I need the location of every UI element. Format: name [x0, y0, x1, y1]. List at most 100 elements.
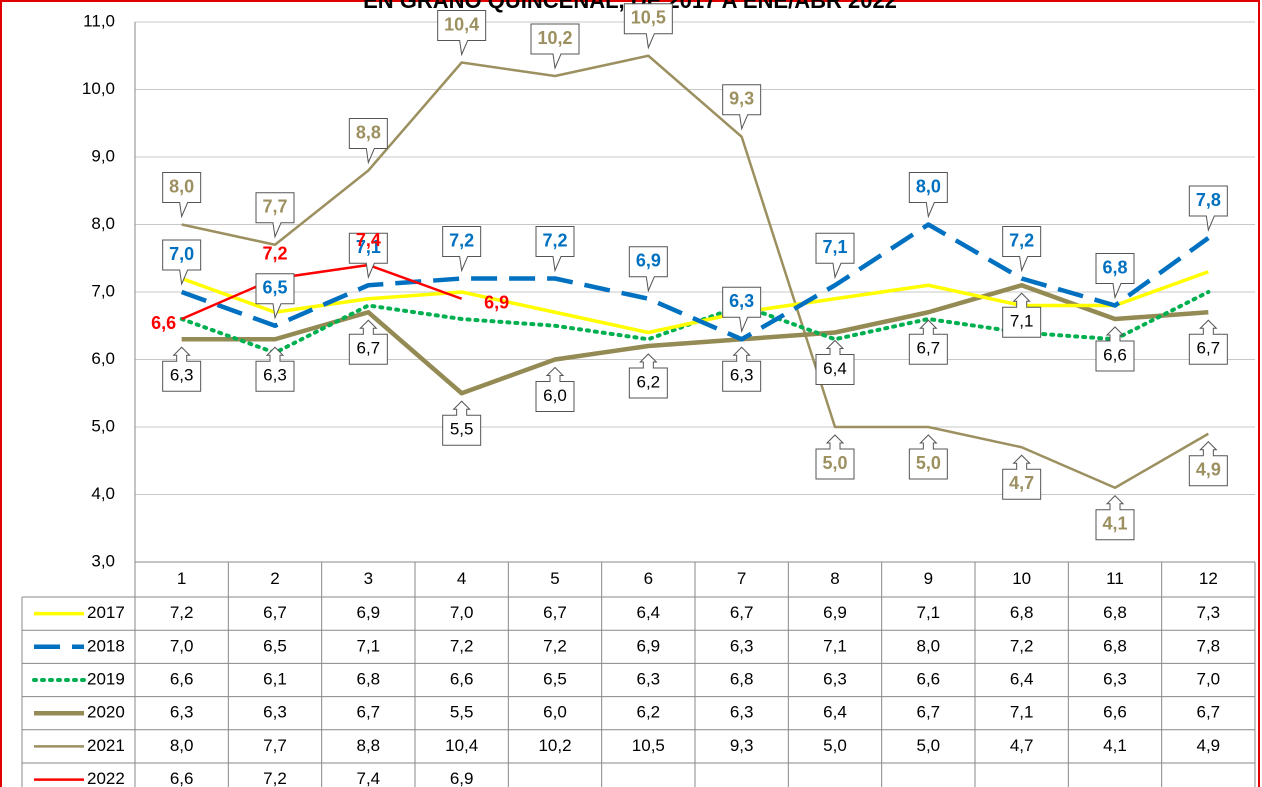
label-box	[1095, 326, 1135, 372]
label-box	[1095, 253, 1135, 300]
table-cell: 10,4	[445, 736, 478, 755]
x-tick-label: 2	[270, 569, 279, 588]
table-cell: 6,4	[823, 703, 847, 722]
table-cell: 6,4	[1010, 669, 1034, 688]
data-label: 10,5	[631, 8, 666, 28]
x-tick-label: 7	[737, 569, 746, 588]
data-label: 4,1	[1102, 514, 1127, 534]
table-cell: 10,5	[632, 736, 665, 755]
data-label: 4,7	[1009, 473, 1034, 493]
data-label: 6,3	[730, 366, 754, 385]
data-label: 7,1	[822, 237, 847, 257]
table-cell: 6,7	[543, 603, 567, 622]
table-cell: 6,7	[263, 603, 287, 622]
data-label: 4,9	[1196, 460, 1221, 480]
table-cell: 6,0	[543, 703, 567, 722]
table-cell: 6,1	[263, 669, 287, 688]
table-cell: 8,0	[917, 636, 941, 655]
table-cell: 6,3	[170, 703, 194, 722]
label-box	[255, 346, 295, 392]
data-label: 8,0	[916, 176, 941, 196]
table-cell: 6,6	[917, 669, 941, 688]
data-label: 6,3	[170, 366, 194, 385]
table-cell: 6,2	[637, 703, 661, 722]
legend-label: 2018	[87, 636, 125, 655]
label-box	[815, 232, 855, 280]
label-box	[255, 192, 295, 239]
table-cell: 6,9	[450, 769, 474, 787]
table-cell: 7,2	[263, 769, 287, 787]
data-label: 6,3	[263, 366, 287, 385]
table-cell: 6,6	[450, 669, 474, 688]
label-box	[437, 10, 487, 57]
table-cell: 6,3	[637, 669, 661, 688]
label-box	[815, 434, 855, 480]
x-tick-label: 9	[924, 569, 933, 588]
data-label: 6,4	[823, 359, 847, 378]
data-label: 7,8	[1196, 190, 1221, 210]
table-cell: 6,7	[357, 703, 381, 722]
label-box	[1002, 292, 1042, 338]
series-line	[181, 54, 1209, 489]
label-box	[1002, 226, 1042, 273]
label-box	[1188, 441, 1228, 487]
x-tick-label: 5	[550, 569, 559, 588]
table-cell: 6,5	[263, 636, 287, 655]
data-label: 6,2	[637, 372, 661, 391]
x-tick-label: 6	[644, 569, 653, 588]
table-cell: 6,3	[730, 636, 754, 655]
x-tick-label: 3	[364, 569, 373, 588]
table-cell: 7,0	[450, 603, 474, 622]
data-label: 6,0	[543, 386, 567, 405]
label-box	[722, 84, 762, 131]
label-box	[722, 286, 762, 334]
data-label: 6,7	[1197, 339, 1221, 358]
table-cell: 6,7	[730, 603, 754, 622]
data-label: 7,2	[449, 230, 474, 250]
table-cell: 6,3	[730, 703, 754, 722]
table-cell: 6,8	[357, 669, 381, 688]
y-tick-label: 9,0	[91, 146, 115, 165]
y-tick-label: 4,0	[91, 484, 115, 503]
data-label: 6,8	[1102, 257, 1127, 277]
label-box	[908, 434, 948, 480]
data-label: 9,3	[729, 89, 754, 109]
table-cell: 7,7	[263, 736, 287, 755]
data-label: 6,7	[917, 339, 941, 358]
table-cell: 7,1	[1010, 703, 1034, 722]
data-label: 6,6	[151, 313, 176, 333]
label-box	[722, 346, 762, 392]
data-label: 6,3	[729, 291, 754, 311]
y-tick-label: 6,0	[91, 349, 115, 368]
table-cell: 6,3	[823, 669, 847, 688]
table-cell: 7,2	[543, 636, 567, 655]
data-label: 7,4	[356, 230, 381, 250]
data-label: 7,2	[1009, 230, 1034, 250]
data-label: 10,4	[444, 14, 479, 34]
table-cell: 8,8	[357, 736, 381, 755]
label-box	[442, 226, 482, 273]
legend-label: 2017	[87, 603, 125, 622]
table-cell: 6,3	[1103, 669, 1127, 688]
table-cell: 6,6	[170, 669, 194, 688]
data-label: 7,1	[356, 237, 381, 257]
label-box	[348, 319, 388, 365]
table-cell: 10,2	[538, 736, 571, 755]
table-cell: 5,0	[823, 736, 847, 755]
series-line	[181, 270, 1209, 335]
table-cell: 7,2	[450, 636, 474, 655]
data-label: 6,9	[636, 251, 661, 271]
x-tick-label: 4	[457, 569, 466, 588]
table-cell: 6,8	[1103, 636, 1127, 655]
series-line	[181, 283, 1209, 396]
label-box	[535, 226, 575, 273]
y-tick-label: 8,0	[91, 214, 115, 233]
table-cell: 6,5	[543, 669, 567, 688]
data-label: 6,5	[262, 278, 287, 298]
data-label: 10,2	[537, 28, 572, 48]
table-cell: 6,8	[1103, 603, 1127, 622]
table-cell: 5,5	[450, 703, 474, 722]
data-label: 6,7	[357, 339, 381, 358]
